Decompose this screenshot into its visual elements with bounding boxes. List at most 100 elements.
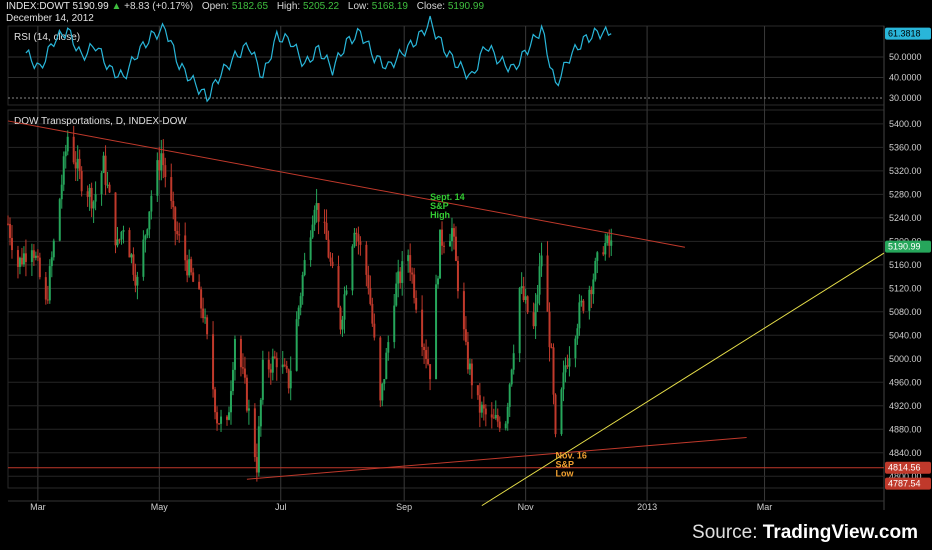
candle-body [174,207,177,231]
candle-body [311,224,314,238]
candle-body [52,240,55,258]
candle-body [198,281,201,290]
trendline-2 [481,252,885,507]
candle-body [608,235,611,246]
candle-body [229,391,232,413]
candle-body [267,359,270,370]
candle-body [72,136,75,163]
candle-body [339,307,342,330]
candle-body [317,203,320,222]
candle-body [36,255,39,258]
candle-body [365,244,368,275]
candle-body [80,170,83,192]
candle-body [8,223,11,238]
candle-body [295,319,298,371]
candle-body [496,414,499,422]
annotation-text: Sept. 14 [430,192,465,202]
candle-body [104,155,107,185]
candle-body [243,368,246,378]
x-tick-label: Jul [275,502,287,512]
candle-body [287,369,290,389]
candle-body [343,294,346,320]
candle-body [76,158,79,169]
candle-body [554,394,557,435]
candle-body [592,279,595,295]
tradingview-brand: TradingView.com [762,522,918,543]
candle-body [490,414,493,418]
symbol-name[interactable]: INDEX:DOWT [6,1,70,12]
x-tick-label: Mar [757,502,773,512]
candle-body [564,365,567,373]
candle-body [456,260,459,292]
price-y-tick-label: 5320.00 [889,166,922,176]
candle-body [18,257,21,267]
session-date: December 14, 2012 [6,13,94,24]
price-y-tick-label: 5080.00 [889,307,922,317]
candle-body [271,356,274,373]
candle-body [498,421,501,429]
candle-body [247,408,250,411]
price-badge-label: 4787.54 [888,479,921,489]
candle-body [462,291,465,330]
candle-body [454,236,457,261]
candle-body [443,245,446,247]
candle-body [510,369,513,385]
candle-body [437,278,440,285]
candle-body [309,237,312,261]
candle-body [351,246,354,291]
x-tick-label: Sep [396,502,412,512]
candle-body [399,271,402,283]
price-pane-title: DOW Transportations, D, INDEX-DOW [14,116,187,127]
candle-body [323,221,326,223]
candle-body [397,271,400,284]
rsi-last-value-badge [885,27,931,40]
candle-body [452,228,455,237]
candle-body [504,423,507,429]
candle-body [297,307,300,320]
candle-group [7,125,613,482]
candle-body [357,234,360,242]
candle-body [466,341,469,370]
candle-body [204,317,207,319]
candle-body [393,305,396,343]
candle-body [381,383,384,401]
price-y-tick-label: 5000.00 [889,354,922,364]
candle-body [158,160,161,171]
candle-body [32,250,35,258]
candle-body [92,201,95,209]
candle-body [508,384,511,407]
price-y-tick-label: 5160.00 [889,260,922,270]
candle-body [425,350,428,360]
candle-body [325,222,328,240]
candle-body [369,288,372,304]
candle-body [429,364,432,380]
x-tick-label: Mar [30,502,46,512]
candle-body [62,156,65,185]
candle-body [435,284,438,380]
candle-body [144,235,147,240]
candle-body [411,272,414,275]
candle-body [102,155,105,173]
close-label: Close: [416,1,446,12]
candle-body [192,272,195,282]
candle-body [58,199,61,241]
candle-body [494,414,497,419]
candle-body [162,153,165,166]
candle-body [283,364,286,366]
open-label: Open: [201,1,230,12]
price-pane-frame [7,109,885,489]
candle-body [78,158,81,171]
candle-body [373,323,376,338]
price-y-tick-label: 5120.00 [889,283,922,293]
candle-body [22,253,25,265]
candle-body [20,257,23,265]
candle-body [172,201,175,208]
candle-body [482,404,485,409]
price-y-tick-label: 5240.00 [889,213,922,223]
candle-body [546,255,549,312]
candle-body [146,229,149,236]
price-y-tick-label: 5400.00 [889,119,922,129]
candle-body [86,191,89,197]
price-y-tick-label: 4920.00 [889,401,922,411]
